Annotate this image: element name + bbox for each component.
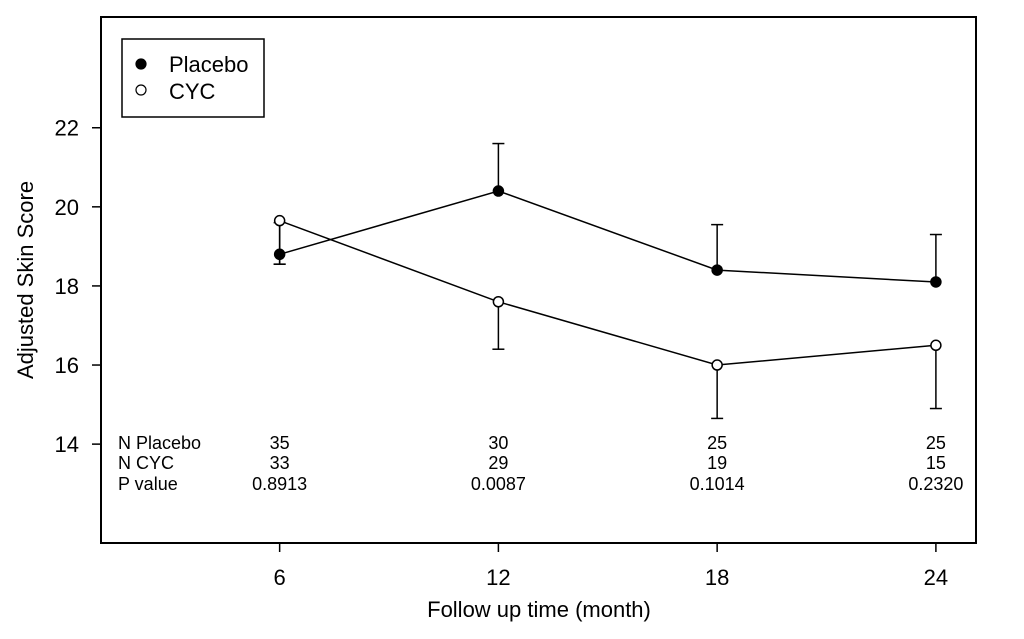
- legend: Placebo CYC: [121, 38, 265, 118]
- table-cell: 25: [926, 433, 946, 453]
- data-point-placebo: [711, 264, 723, 276]
- table-row-label: P value: [118, 474, 178, 494]
- x-tick-label: 18: [705, 565, 729, 590]
- table-cell: 33: [270, 453, 290, 473]
- data-point-placebo: [930, 276, 942, 288]
- table-cell: 35: [270, 433, 290, 453]
- data-point-placebo: [273, 248, 286, 261]
- y-tick-label: 22: [55, 116, 79, 141]
- table-cell: 30: [488, 433, 508, 453]
- table-cell: 0.8913: [252, 474, 307, 494]
- series-line-placebo: [279, 190, 936, 283]
- plot-frame: [100, 16, 977, 544]
- legend-box: [121, 38, 265, 118]
- table-cell: 0.0087: [471, 474, 526, 494]
- table-cell: 19: [707, 453, 727, 473]
- x-axis-title: Follow up time (month): [427, 597, 651, 622]
- y-tick-label: 16: [55, 353, 79, 378]
- series-line-cyc: [279, 219, 936, 366]
- x-tick-label: 24: [924, 565, 948, 590]
- table-cell: 29: [488, 453, 508, 473]
- y-axis-title: Adjusted Skin Score: [13, 181, 38, 379]
- x-tick-label: 12: [486, 565, 510, 590]
- legend-marker-placebo: [135, 58, 147, 70]
- table-cell: 15: [926, 453, 946, 473]
- table-cell: 25: [707, 433, 727, 453]
- y-tick-label: 14: [55, 432, 79, 457]
- table-cell: 0.1014: [690, 474, 745, 494]
- data-point-cyc: [930, 339, 942, 352]
- table-row-label: N CYC: [118, 453, 174, 473]
- data-point-cyc: [711, 359, 723, 371]
- data-point-cyc: [273, 214, 286, 227]
- data-point-placebo: [492, 185, 505, 197]
- legend-label-placebo: Placebo: [169, 52, 249, 77]
- legend-marker-cyc: [135, 84, 147, 96]
- table-cell: 0.2320: [908, 474, 963, 494]
- y-tick-label: 20: [55, 195, 79, 220]
- table-row-label: N Placebo: [118, 433, 201, 453]
- y-tick-label: 18: [55, 274, 79, 299]
- data-point-cyc: [492, 296, 505, 308]
- x-tick-label: 6: [274, 565, 286, 590]
- legend-label-cyc: CYC: [169, 79, 216, 104]
